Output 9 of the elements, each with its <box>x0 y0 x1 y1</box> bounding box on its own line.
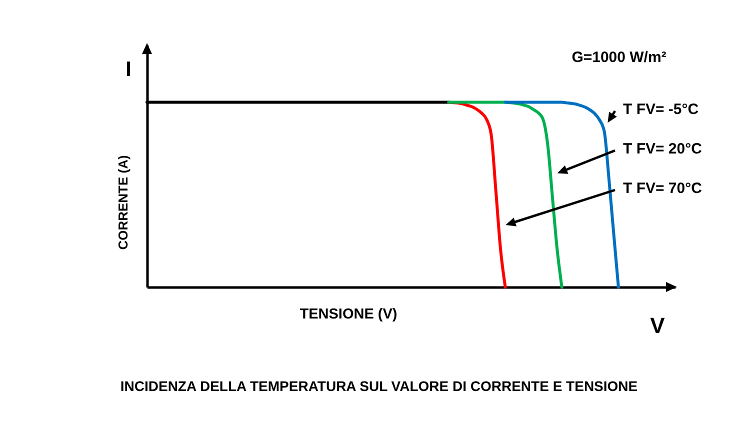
text: V <box>650 313 666 338</box>
text: G=1000 W/m² <box>572 49 666 66</box>
annotation: T FV= 20°C <box>623 140 702 158</box>
annotation: T FV= 70°C <box>623 180 702 197</box>
text: I <box>126 58 132 81</box>
x-axis-title: TENSIONE (V) <box>300 306 398 322</box>
annotation: T FV= -5°C <box>623 101 699 118</box>
text: INCIDENZA DELLA TEMPERATURA SUL VALORE DI CORRENTE E TENSIONE <box>120 378 638 394</box>
y-axis-title: CORRENTE (A) <box>116 155 130 250</box>
